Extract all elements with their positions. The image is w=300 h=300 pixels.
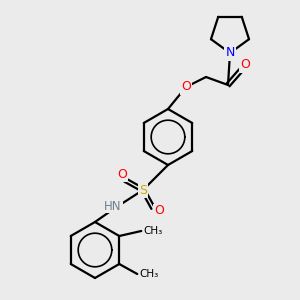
Text: O: O: [117, 167, 127, 181]
Text: O: O: [181, 80, 191, 94]
Text: N: N: [225, 46, 235, 59]
Text: O: O: [240, 58, 250, 71]
Text: S: S: [139, 184, 147, 196]
Text: N: N: [225, 46, 235, 59]
Text: O: O: [154, 205, 164, 218]
Text: CH₃: CH₃: [143, 226, 163, 236]
Text: CH₃: CH₃: [139, 269, 158, 279]
Text: HN: HN: [104, 200, 122, 212]
